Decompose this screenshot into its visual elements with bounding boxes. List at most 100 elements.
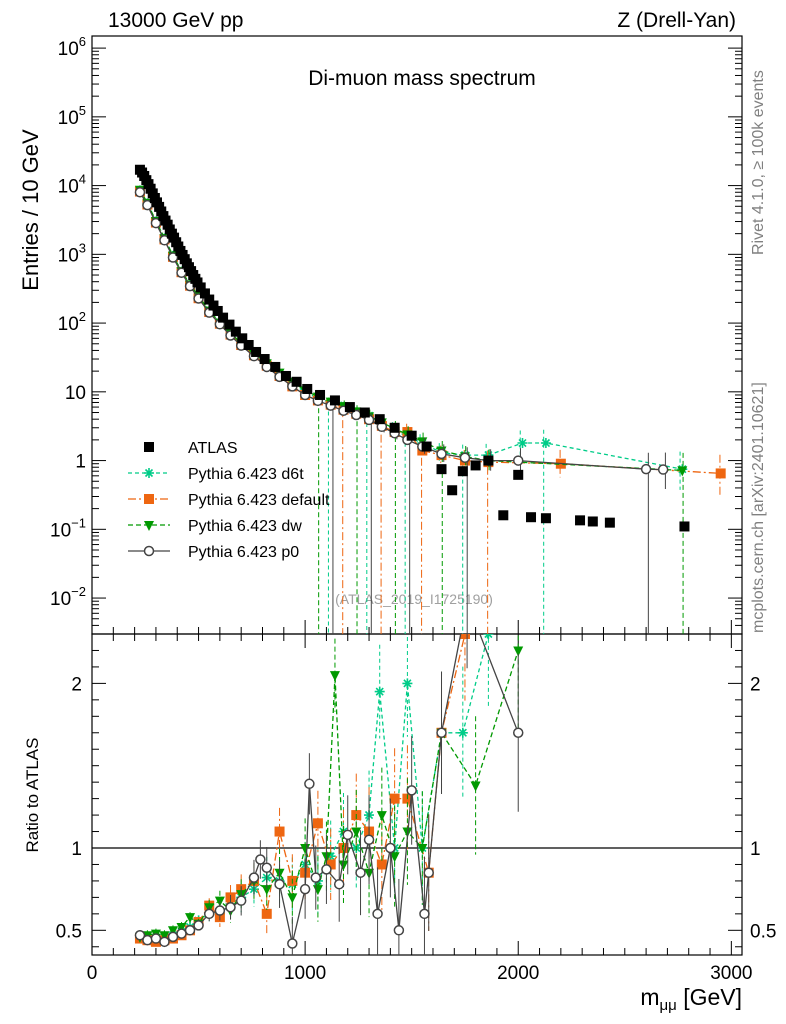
mc-marker	[483, 450, 494, 461]
ratio-marker	[389, 793, 400, 804]
mc-series	[134, 185, 688, 634]
ratio-tick-label-right: 2	[750, 674, 761, 695]
x-tick-label: 0	[87, 963, 98, 984]
legend-marker	[144, 468, 154, 478]
ratio-series	[134, 634, 524, 955]
ratio-marker	[372, 908, 383, 920]
atlas-series	[134, 164, 690, 532]
ratio-marker	[342, 829, 353, 841]
atlas-marker	[679, 521, 690, 532]
x-axis: 0 1000 2000 3000	[87, 620, 752, 984]
ratio-marker	[406, 785, 417, 796]
legend: ATLAS Pythia 6.423 d6t Pythia 6.423 defaul…	[128, 440, 330, 561]
mc-series	[134, 186, 726, 634]
legend-label: Pythia 6.423 dw	[188, 518, 302, 535]
mc-marker	[657, 464, 669, 475]
ratio-marker	[150, 933, 162, 944]
atlas-marker	[575, 515, 586, 526]
ratio-marker	[355, 867, 366, 878]
ratio-marker	[304, 778, 315, 790]
atlas-marker	[447, 485, 458, 496]
y-tick-label: 103	[58, 240, 86, 266]
ratio-marker	[436, 727, 447, 739]
ratio-series-line	[139, 634, 519, 944]
ratio-marker	[300, 844, 311, 854]
ratio-series-line	[139, 634, 490, 940]
mc-marker	[167, 252, 179, 263]
ratio-marker	[176, 923, 187, 934]
ratio-marker	[363, 834, 375, 846]
ratio-marker	[225, 902, 236, 913]
mc-marker	[540, 438, 551, 448]
ratio-marker	[312, 885, 323, 896]
atlas-marker	[587, 516, 598, 527]
ratio-marker	[457, 727, 468, 738]
atlas-marker	[359, 407, 370, 418]
atlas-marker	[389, 422, 400, 433]
atlas-marker	[436, 464, 447, 475]
ratio-tick-label: 2	[71, 674, 82, 695]
ratio-marker	[333, 878, 345, 890]
y-tick-label: 104	[58, 172, 86, 198]
ratio-y-axis: 0.5 0.5 1 1 2 2	[56, 633, 776, 948]
ratio-marker	[142, 934, 153, 946]
ratio-tick-label-right: 1	[750, 839, 761, 860]
ratio-marker	[329, 671, 340, 682]
mc-series	[134, 187, 669, 634]
ratio-y-axis-label: Ratio to ATLAS	[23, 738, 42, 853]
y-tick-label: 10−2	[50, 584, 86, 610]
atlas-marker	[604, 517, 615, 528]
y-tick-label: 10	[65, 383, 86, 404]
header-left: 13000 GeV pp	[108, 9, 243, 32]
ratio-marker	[274, 826, 285, 837]
ratio-tick-label: 0.5	[56, 921, 82, 942]
ratio-marker	[338, 843, 349, 853]
main-data-layer	[134, 164, 726, 634]
mc-marker	[715, 468, 726, 479]
atlas-marker	[421, 441, 432, 452]
ratio-marker	[470, 781, 481, 792]
atlas-marker	[374, 414, 385, 425]
legend-label: Pythia 6.423 default	[188, 492, 330, 509]
atlas-marker	[406, 430, 417, 441]
x-tick-label: 3000	[710, 963, 752, 984]
legend-entry: ATLAS	[144, 440, 238, 457]
legend-marker	[144, 442, 154, 452]
atlas-marker	[457, 466, 468, 477]
ratio-marker	[483, 634, 494, 639]
legend-entry: Pythia 6.423 d6t	[128, 466, 304, 483]
ratio-tick-label-right: 0.5	[750, 921, 776, 942]
y-tick-label: 105	[58, 103, 86, 129]
ratio-marker	[184, 925, 196, 936]
ratio-marker	[248, 872, 260, 883]
ratio-marker	[261, 908, 272, 919]
reference-label: (ATLAS_2019_I1725190)	[335, 591, 493, 607]
ratio-marker	[419, 908, 430, 920]
legend-marker	[143, 545, 155, 557]
ratio-marker	[321, 864, 332, 875]
atlas-marker	[212, 305, 223, 316]
ratio-marker	[310, 872, 322, 883]
ratio-tick-label: 1	[71, 839, 82, 860]
ratio-marker	[193, 920, 204, 931]
ratio-marker	[261, 862, 273, 874]
x-tick-label: 1000	[284, 963, 326, 984]
ratio-series-line	[139, 650, 519, 938]
mc-marker	[459, 452, 471, 463]
y-tick-label: 106	[58, 34, 86, 60]
ratio-marker	[312, 818, 323, 829]
ratio-marker	[402, 678, 413, 689]
atlas-marker	[224, 319, 235, 330]
ratio-marker	[512, 727, 524, 739]
legend-marker	[144, 494, 154, 504]
atlas-marker	[237, 333, 248, 344]
ratio-marker	[389, 852, 400, 863]
mc-marker	[677, 466, 688, 477]
mc-marker	[134, 187, 146, 198]
side-text-bottom: mcplots.cern.ch [arXiv:2401.10621]	[750, 382, 767, 633]
atlas-marker	[259, 354, 270, 365]
ratio-marker	[513, 646, 524, 657]
ratio-marker	[325, 859, 336, 870]
